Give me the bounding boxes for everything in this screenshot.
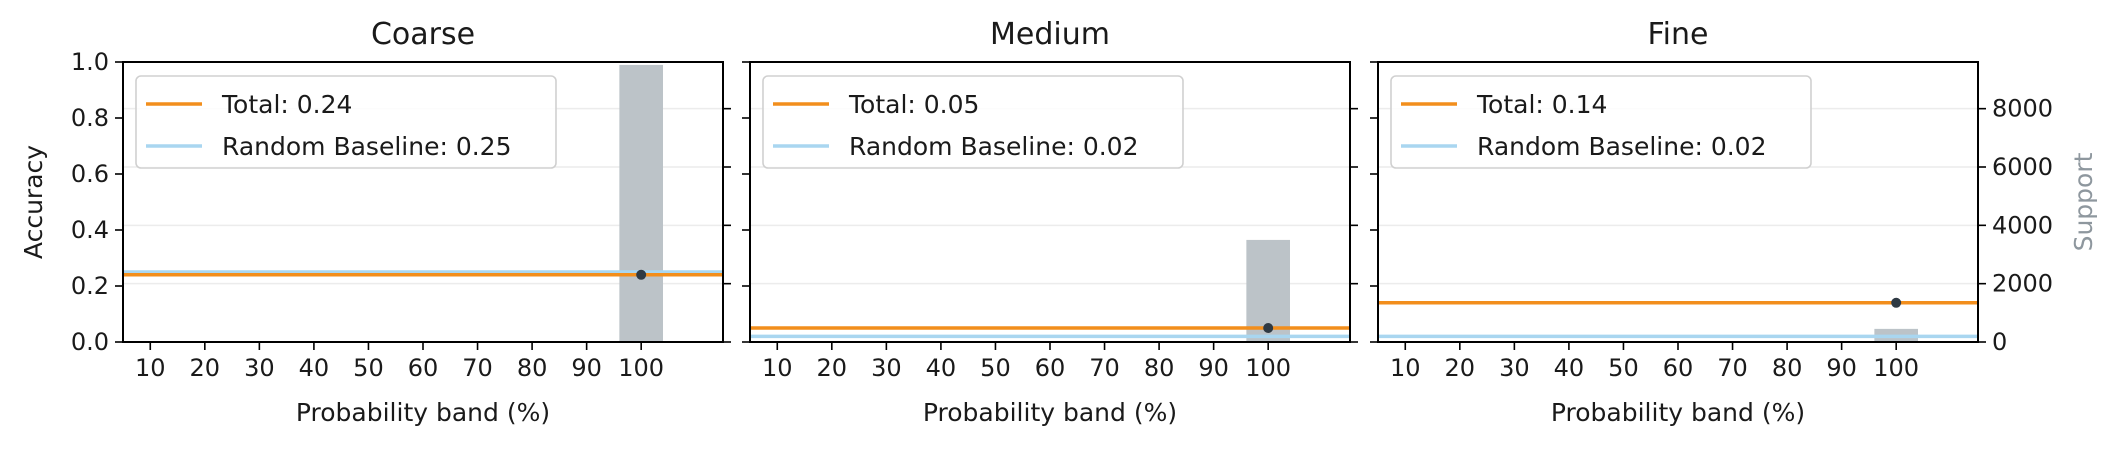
x-tick-label: 40 [926, 354, 957, 382]
panel-title: Medium [990, 17, 1110, 52]
x-tick-label: 100 [1245, 354, 1291, 382]
panel-title: Coarse [371, 17, 475, 52]
x-tick-label: 20 [817, 354, 848, 382]
panel-title: Fine [1648, 17, 1709, 52]
panel-coarse: 10 20 30 40 50 60 70 80 90 100 Probability band (%… [19, 17, 731, 427]
legend: Total: 0.05 Random Baseline: 0.02 [762, 75, 1184, 169]
y-tick-label: 0.8 [71, 104, 109, 132]
x-tick-label: 80 [1144, 354, 1175, 382]
accuracy-point [636, 269, 647, 280]
legend-label-total: Total: 0.24 [221, 90, 352, 119]
support-bar [619, 64, 663, 343]
legend-label-baseline: Random Baseline: 0.02 [1477, 132, 1766, 161]
y2-tick-label: 8000 [1992, 95, 2053, 123]
x-tick-label: 60 [1663, 354, 1694, 382]
y-tick-label: 1.0 [71, 48, 109, 76]
x-tick-label: 30 [871, 354, 902, 382]
y-tick-label: 0.4 [71, 216, 109, 244]
x-tick-label: 100 [1873, 354, 1919, 382]
x-tick-label: 60 [1035, 354, 1066, 382]
x-tick-label: 20 [190, 354, 221, 382]
x-tick-label: 80 [517, 354, 548, 382]
x-tick-label: 50 [1608, 354, 1639, 382]
x-tick-label: 50 [353, 354, 384, 382]
legend-box [1390, 75, 1812, 169]
y-axis-label: Accuracy [19, 145, 48, 259]
x-tick-label: 90 [1198, 354, 1229, 382]
y2-tick-label: 6000 [1992, 153, 2053, 181]
x-axis-label: Probability band (%) [296, 398, 550, 427]
y2-axis-label: Support [2069, 152, 2098, 251]
x-tick-label: 60 [408, 354, 439, 382]
accuracy-point [1891, 297, 1902, 308]
x-tick-label: 30 [1499, 354, 1530, 382]
x-tick-label: 40 [299, 354, 330, 382]
legend-label-total: Total: 0.05 [848, 90, 979, 119]
x-tick-label: 80 [1772, 354, 1803, 382]
accuracy-point [1263, 323, 1274, 333]
x-tick-label: 70 [1717, 354, 1748, 382]
y-tick-label: 0.6 [71, 160, 109, 188]
x-tick-label: 100 [618, 354, 664, 382]
y2-tick-label: 0 [1992, 328, 2007, 356]
panel-medium: 10 20 30 40 50 60 70 80 90 100 Probability band (%… [742, 17, 1358, 427]
legend: Total: 0.14 Random Baseline: 0.02 [1390, 75, 1812, 169]
y2-tick-label: 4000 [1992, 211, 2053, 239]
x-tick-label: 30 [244, 354, 275, 382]
x-tick-label: 90 [571, 354, 602, 382]
legend-label-total: Total: 0.14 [1476, 90, 1607, 119]
x-tick-label: 70 [1089, 354, 1120, 382]
legend-box [762, 75, 1184, 169]
x-tick-label: 50 [980, 354, 1011, 382]
x-axis-label: Probability band (%) [923, 398, 1177, 427]
x-tick-label: 40 [1554, 354, 1585, 382]
legend-label-baseline: Random Baseline: 0.02 [849, 132, 1138, 161]
y-tick-label: 0.2 [71, 272, 109, 300]
legend-label-baseline: Random Baseline: 0.25 [222, 132, 511, 161]
x-tick-label: 10 [135, 354, 166, 382]
y2-tick-label: 2000 [1992, 270, 2053, 298]
x-tick-label: 20 [1445, 354, 1476, 382]
x-axis-label: Probability band (%) [1551, 398, 1805, 427]
legend: Total: 0.24 Random Baseline: 0.25 [135, 75, 557, 169]
y-tick-label: 0.0 [71, 328, 109, 356]
panel-fine: 10 20 30 40 50 60 70 80 90 100 Probability band (%… [1370, 17, 2098, 427]
x-tick-label: 70 [462, 354, 493, 382]
legend-box [135, 75, 557, 169]
x-tick-label: 90 [1826, 354, 1857, 382]
x-tick-label: 10 [1390, 354, 1421, 382]
x-tick-label: 10 [762, 354, 793, 382]
